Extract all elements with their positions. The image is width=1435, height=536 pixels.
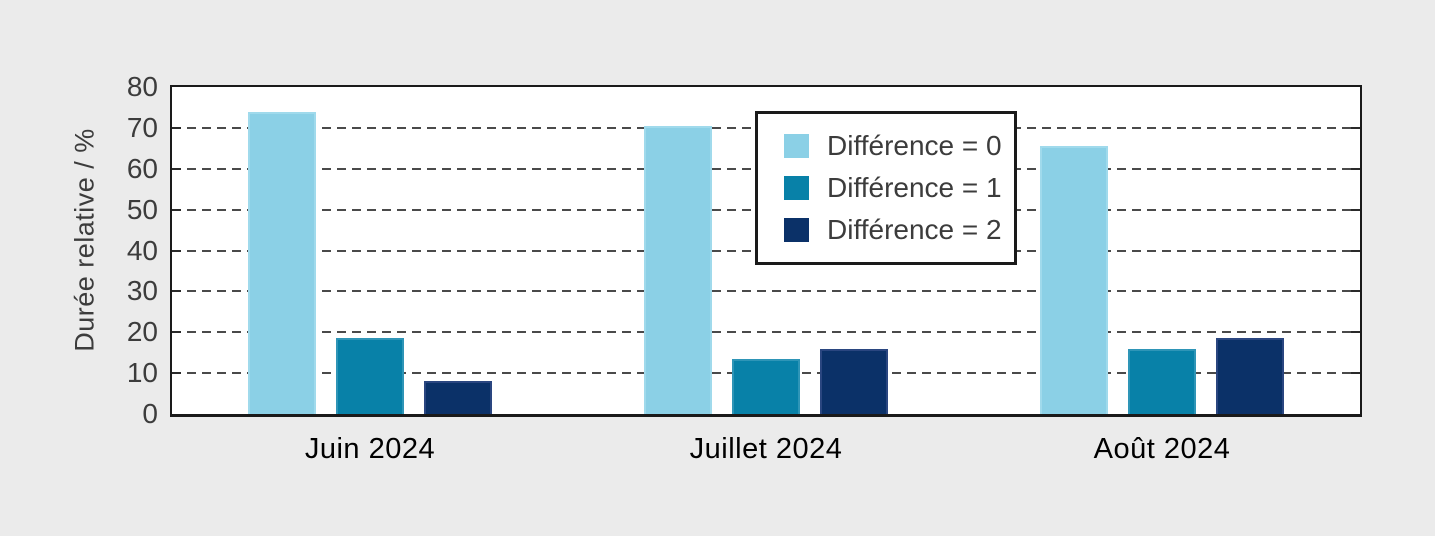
y-tick-label: 20 — [126, 316, 158, 348]
y-tick-label: 40 — [126, 234, 158, 266]
y-tick-mark — [1351, 249, 1360, 252]
gridline — [172, 290, 1360, 293]
y-tick-label: 0 — [142, 398, 158, 429]
y-tick-mark — [172, 167, 181, 170]
legend-swatch — [784, 176, 809, 200]
y-tick-mark — [1351, 126, 1360, 129]
bar — [732, 358, 800, 414]
gridline — [172, 331, 1360, 334]
bar-group — [644, 87, 888, 414]
bar — [1216, 338, 1284, 414]
x-category-label: Août 2024 — [1093, 433, 1231, 465]
bar — [820, 348, 888, 414]
bar — [1040, 146, 1108, 414]
legend-label: Différence = 2 — [827, 214, 1002, 245]
y-tick-label: 60 — [126, 152, 158, 184]
bar — [1128, 348, 1196, 414]
y-tick-mark — [172, 290, 181, 293]
y-tick-label: 70 — [126, 111, 158, 143]
x-category-label: Juin 2024 — [304, 433, 436, 465]
legend-label: Différence = 0 — [827, 130, 1002, 161]
legend-item: Différence = 2 — [784, 216, 1004, 244]
y-tick-mark — [1351, 208, 1360, 211]
bar — [248, 111, 316, 414]
y-tick-label: 30 — [126, 275, 158, 307]
legend: Différence = 0 Différence = 1 Différence =… — [755, 111, 1017, 265]
plot-area: Différence = 0 Différence = 1 Différence =… — [170, 85, 1362, 417]
y-tick-mark — [172, 208, 181, 211]
legend-item: Différence = 0 — [784, 132, 1004, 160]
bar — [424, 381, 492, 414]
y-tick-mark — [1351, 167, 1360, 170]
legend-label: Différence = 1 — [827, 172, 1002, 203]
x-category-label: Juillet 2024 — [689, 433, 843, 465]
legend-swatch — [784, 218, 809, 242]
bar — [644, 125, 712, 414]
y-tick-mark — [1351, 372, 1360, 375]
legend-item: Différence = 1 — [784, 174, 1004, 202]
y-tick-mark — [1351, 331, 1360, 334]
bar-group — [1040, 87, 1284, 414]
legend-swatch — [784, 134, 809, 158]
y-tick-mark — [172, 372, 181, 375]
y-tick-mark — [172, 126, 181, 129]
y-tick-mark — [172, 249, 181, 252]
y-tick-mark — [1351, 290, 1360, 293]
y-tick-label: 10 — [126, 357, 158, 389]
bar — [336, 338, 404, 414]
y-tick-label: 50 — [126, 193, 158, 225]
y-tick-mark — [172, 331, 181, 334]
bar-group — [248, 87, 492, 414]
y-tick-label: 80 — [126, 71, 158, 102]
